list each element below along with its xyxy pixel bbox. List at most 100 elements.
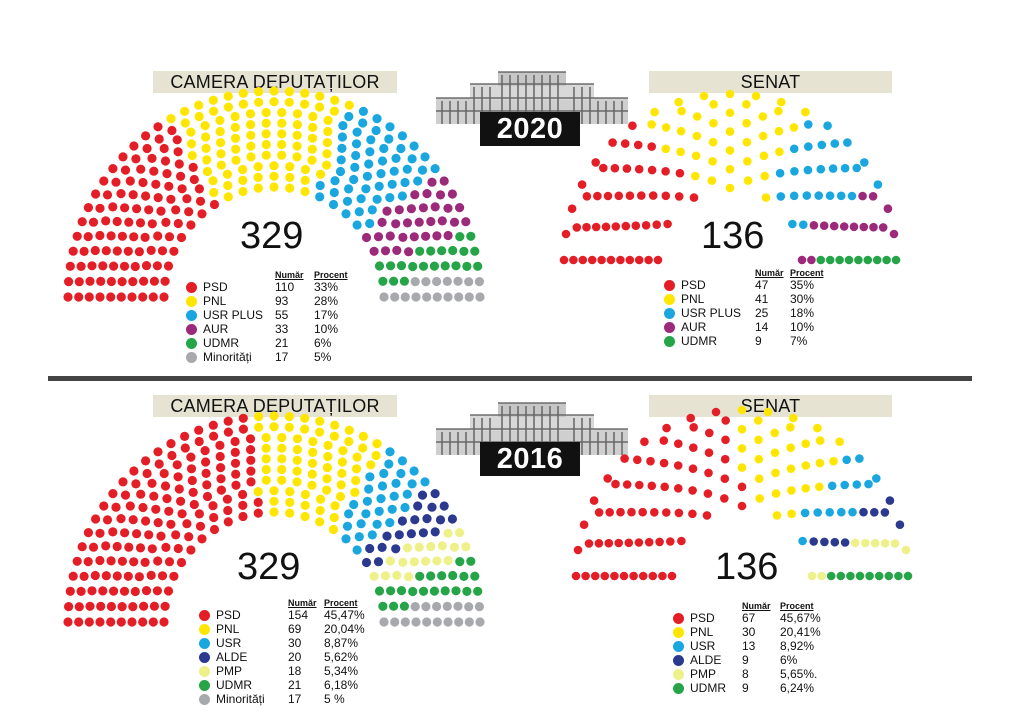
seat-dot [828,164,838,173]
seat-dot [807,571,817,581]
seat-dot [870,508,879,517]
seat-dot [354,207,364,217]
seat-dot [253,497,263,507]
seat-dot [380,571,391,581]
seat-dot [843,138,852,147]
seat-dot [79,246,89,256]
seat-dot [742,100,751,109]
seat-dot [68,246,78,256]
legend-row: PSD 110 33% [186,280,348,294]
seat-dot [409,466,419,476]
seat-dot [102,515,113,525]
legend-number-header: Număr [742,601,771,611]
seat-dot [72,231,82,241]
seat-dot [650,107,659,117]
seat-dot [380,246,391,256]
seat-dot [88,217,99,227]
seat-dot [581,571,590,581]
seat-dot [117,277,127,287]
seat-dot [475,617,485,627]
seat-dot [356,194,366,204]
seat-dot [903,571,913,581]
legend-chamber-2016: Număr Procent PSD 154 45,47% PNL 69 20,04% USR 30… [199,596,365,706]
seat-dot [128,190,138,200]
seat-dot [620,139,630,148]
seat-dot [64,277,74,287]
seat-dot [365,147,375,157]
seat-dot [358,118,368,128]
seat-dot [352,127,362,137]
seat-dot [835,255,844,265]
seat-dot [315,180,325,191]
seat-dot [238,99,248,109]
seat-dot [400,502,410,513]
legend-party-percent: 5,62% [324,650,359,664]
seat-dot [149,276,159,286]
seat-dot [789,123,799,132]
seat-dot [809,537,818,546]
seat-dot [148,292,158,302]
seat-dot [194,509,204,519]
seat-dot [720,454,730,464]
seat-dot [164,506,174,516]
seat-dot [246,466,256,476]
seat-dot [561,229,571,239]
seat-dot [277,107,287,118]
seat-dot [814,191,823,200]
seat-dot [692,112,702,121]
legend-party-percent: 33% [314,280,339,294]
seat-dot [352,220,362,230]
seat-dot [673,461,683,470]
seat-dot [284,87,294,97]
seat-dot [83,528,93,538]
seat-dot [153,122,163,132]
seat-dot [91,514,101,524]
seat-dot [426,571,436,581]
seat-dot [300,175,310,185]
seat-dot [394,205,404,215]
seat-dot [413,176,423,186]
seat-dot [374,506,384,516]
legend-color-dot [199,637,210,649]
seat-dot [322,463,332,473]
legend-senate-2020: Număr Procent PSD 47 35% PNL 41 30% USR PLUS 25 18… [664,266,824,348]
seat-dot [138,502,148,513]
legend-party-percent: 20,41% [780,625,821,639]
seat-dot [129,141,139,151]
seat-dot [342,521,353,531]
seat-dot [442,276,452,286]
seat-dot [432,231,442,241]
legend-party-name: PMP [216,664,243,678]
seat-dot [118,152,128,162]
seat-dot [177,184,187,194]
legend-row: PMP 18 5,34% [199,664,365,678]
seat-dot [786,443,795,453]
seat-dot [292,130,302,140]
seat-dot [709,100,718,109]
seat-dot [349,499,359,510]
seat-dot [149,491,159,501]
seat-dot [437,541,447,551]
seat-dot [411,292,421,302]
seat-dot [400,617,410,627]
seat-dot [430,489,440,499]
seat-dot [439,501,449,511]
seat-dot [387,179,397,189]
legend-party-name: PSD [216,608,241,622]
seat-dot [707,176,717,185]
seat-dot [194,100,204,110]
seat-dot [230,436,240,447]
seat-dot [117,556,127,566]
seat-dot [869,222,878,232]
seat-dot [422,514,432,524]
seat-dot [397,516,407,526]
seat-dot [166,439,176,449]
seat-dot [125,176,135,186]
seat-dot [430,202,440,212]
seat-dot [230,447,240,457]
seat-dot [87,261,97,271]
seat-dot [307,133,318,143]
seat-dot [188,487,198,497]
legend-party-name: Minorități [216,692,265,706]
seat-dot [816,255,826,265]
